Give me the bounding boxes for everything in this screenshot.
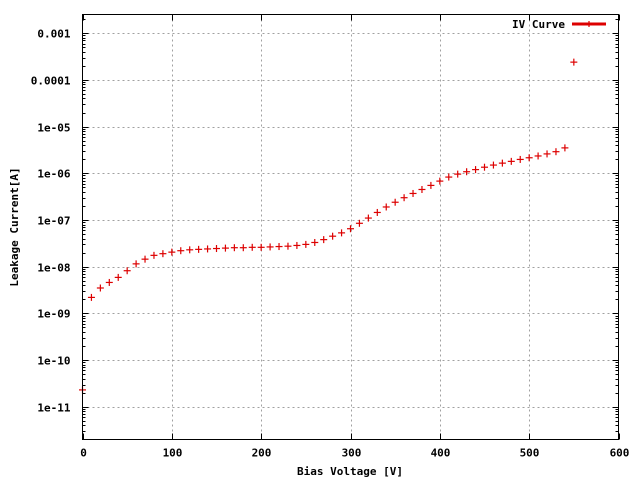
y-tick-label: 0.0001 [31,75,71,88]
data-point [168,248,176,256]
data-point [534,152,542,160]
data-point [266,243,274,251]
y-tick-label: 1e-08 [37,262,70,275]
data-point [481,163,488,171]
x-tick-label: 0 [80,447,87,460]
data-point [391,198,399,206]
legend: IV Curve [512,18,606,31]
data-point [87,293,95,301]
data-point [213,245,220,253]
data-point [159,250,167,258]
y-tick-label: 1e-06 [37,168,70,181]
data-point [96,284,104,292]
data-point [257,243,265,251]
data-point [150,251,158,259]
data-point [320,236,328,244]
data-point [525,154,533,162]
data-point [114,273,122,281]
data-point [123,267,131,275]
data-point [347,225,354,233]
data-point [570,58,578,66]
data-point [355,219,363,227]
data-point [445,173,453,181]
data-point [543,150,551,158]
data-point [552,148,560,156]
data-point [472,166,480,174]
data-point [177,247,185,255]
data-point [132,260,140,268]
data-point [489,161,497,169]
data-point [275,243,283,251]
y-tick-label: 1e-11 [37,402,70,415]
data-point [507,157,515,165]
y-tick-label: 1e-05 [37,122,70,135]
x-tick-label: 600 [610,447,630,460]
data-point [230,244,238,252]
grid-lines [82,14,619,440]
data-point [561,144,569,152]
legend-swatch-marker [586,21,592,27]
x-tick-labels: 0 100 200 300 400 500 600 [80,447,629,460]
y-tick-label: 1e-09 [37,308,70,321]
data-point [195,245,203,253]
y-axis-label: Leakage Current[A] [8,167,21,286]
data-point [498,159,506,167]
y-tick-label: 1e-10 [37,355,70,368]
data-point [302,240,310,248]
data-point [382,203,390,211]
data-point [364,214,372,222]
data-point [373,208,381,216]
data-point [105,278,113,286]
data-point [204,245,212,253]
data-point [409,189,417,197]
data-point [293,241,301,249]
data-points [79,58,578,394]
data-point [454,170,462,178]
data-point [239,244,247,252]
data-point [418,185,426,193]
y-tick-label: 0.001 [37,28,70,41]
data-point [463,168,471,176]
y-tick-labels: 1e-11 1e-10 1e-09 1e-08 1e-07 1e-06 1e-05 0.000… [31,28,71,415]
data-point [186,246,194,254]
data-point [436,177,444,185]
plot-frame [82,14,619,440]
x-axis-label: Bias Voltage [V] [297,465,403,478]
data-point [516,155,524,163]
data-point [221,244,229,252]
legend-label: IV Curve [512,18,565,31]
y-tick-label: 1e-07 [37,215,70,228]
data-point [329,232,337,240]
data-point [311,238,319,246]
x-tick-label: 300 [342,447,362,460]
x-tick-label: 500 [520,447,540,460]
data-point [284,242,292,250]
x-tick-label: 100 [163,447,183,460]
data-point [338,229,346,237]
x-tick-label: 400 [431,447,451,460]
data-point [400,194,408,202]
data-point [141,255,149,263]
x-tick-label: 200 [252,447,272,460]
data-point [427,181,435,189]
data-point [248,243,256,251]
